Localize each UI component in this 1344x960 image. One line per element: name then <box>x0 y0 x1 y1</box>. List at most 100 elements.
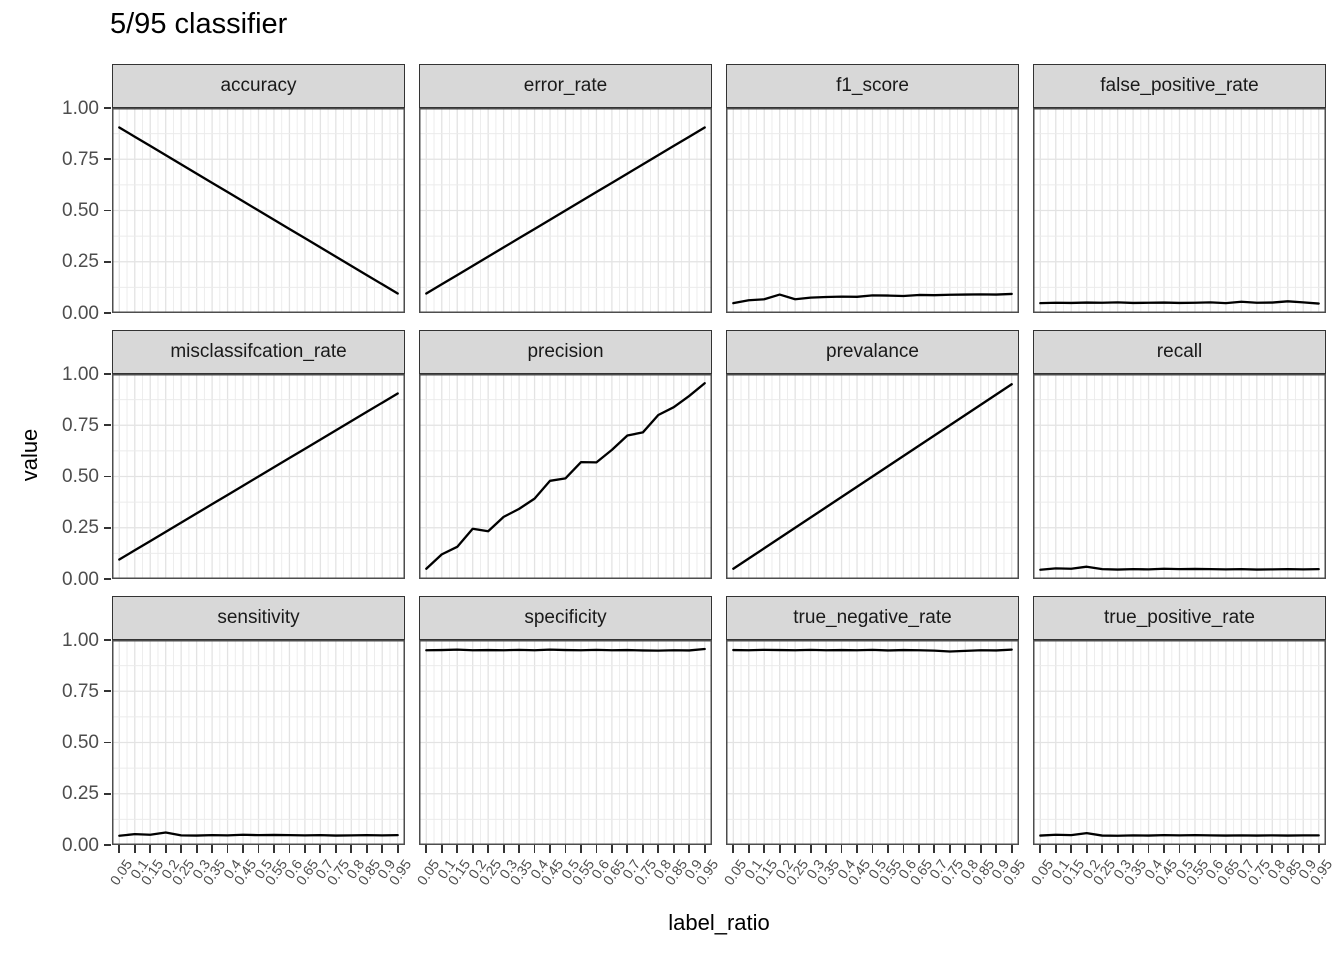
y-tick-mark <box>104 475 111 478</box>
x-tick-mark <box>1240 845 1243 853</box>
x-tick-mark <box>304 845 306 853</box>
y-tick-label: 0.00 <box>62 568 99 590</box>
series-prevalance <box>732 383 1013 570</box>
facet-panel-precision <box>419 373 712 580</box>
x-tick-mark <box>747 845 750 853</box>
x-tick-mark <box>611 845 613 853</box>
x-tick-mark <box>732 845 735 853</box>
facet-strip-accuracy: accuracy <box>112 64 405 108</box>
y-tick-mark <box>104 107 111 109</box>
x-tick-mark <box>1116 845 1119 853</box>
facet-panel-misclassifcation_rate <box>112 373 405 580</box>
x-tick-mark <box>794 845 797 853</box>
facet-strip-precision: precision <box>419 330 712 374</box>
x-tick-mark <box>164 845 167 853</box>
x-tick-mark <box>1271 845 1274 853</box>
facet-panel-true_positive_rate <box>1033 639 1326 846</box>
y-tick-mark <box>104 526 111 529</box>
x-tick-mark <box>933 845 936 853</box>
x-tick-mark <box>979 845 982 853</box>
x-tick-mark <box>1286 845 1289 853</box>
y-tick-label: 0.25 <box>62 783 99 805</box>
y-tick-mark <box>104 158 111 161</box>
facet-strip-label: true_negative_rate <box>793 607 952 628</box>
x-tick-mark <box>350 845 353 853</box>
facet-strip-label: specificity <box>524 607 607 628</box>
facet-strip-true_negative_rate: true_negative_rate <box>726 596 1019 640</box>
y-tick-mark <box>104 690 111 693</box>
y-tick-mark <box>104 260 111 263</box>
y-tick-label: 1.00 <box>62 363 99 385</box>
x-tick-mark <box>595 845 598 853</box>
y-tick-mark <box>104 639 111 641</box>
facet-strip-misclassifcation_rate: misclassifcation_rate <box>112 330 405 374</box>
x-tick-mark <box>334 845 337 853</box>
facet-panel-accuracy <box>112 107 405 314</box>
facet-line-chart <box>1033 639 1326 846</box>
x-tick-mark <box>133 845 136 853</box>
y-tick-label: 0.00 <box>62 834 99 856</box>
facet-strip-label: true_positive_rate <box>1103 607 1256 628</box>
facet-strip-error_rate: error_rate <box>419 64 712 108</box>
facet-panel-recall <box>1033 373 1326 580</box>
y-tick-mark <box>104 424 111 427</box>
x-tick-mark <box>995 845 998 853</box>
facet-panel-prevalance <box>726 373 1019 580</box>
x-tick-mark <box>319 845 322 853</box>
facet-strip-specificity: specificity <box>419 596 712 640</box>
x-tick-mark <box>1054 845 1057 853</box>
x-tick-mark <box>118 845 121 853</box>
facet-panel-error_rate <box>419 107 712 314</box>
y-tick-label: 0.50 <box>62 466 99 487</box>
x-tick-mark <box>1010 845 1013 853</box>
x-tick-mark <box>195 845 198 853</box>
series-accuracy <box>118 126 399 295</box>
x-tick-mark <box>365 845 368 853</box>
x-tick-mark <box>887 845 889 853</box>
facet-line-chart <box>419 639 712 846</box>
facet-line-chart <box>419 107 712 314</box>
x-tick-mark <box>1178 845 1181 853</box>
y-tick-mark <box>104 209 111 212</box>
x-tick-mark <box>257 845 260 853</box>
x-tick-mark <box>1132 845 1134 853</box>
x-tick-mark <box>471 845 474 853</box>
facet-line-chart <box>1033 107 1326 314</box>
x-tick-mark <box>825 845 827 853</box>
facet-strip-true_positive_rate: true_positive_rate <box>1033 596 1326 640</box>
y-tick-label: 0.50 <box>62 200 99 221</box>
facet-line-chart <box>726 107 1019 314</box>
x-tick-mark <box>688 845 691 853</box>
series-misclassifcation_rate <box>118 392 399 561</box>
x-tick-mark <box>487 845 490 853</box>
facet-strip-sensitivity: sensitivity <box>112 596 405 640</box>
x-tick-mark <box>211 845 213 853</box>
x-tick-mark <box>657 845 660 853</box>
y-tick-label: 1.00 <box>62 629 99 651</box>
x-tick-mark <box>149 845 152 853</box>
x-tick-mark <box>580 845 582 853</box>
x-tick-mark <box>703 845 706 853</box>
facet-strip-label: error_rate <box>523 75 608 96</box>
y-tick-label: 0.75 <box>62 148 99 170</box>
x-tick-mark <box>564 845 567 853</box>
x-tick-mark <box>856 845 858 853</box>
facet-strip-label: accuracy <box>220 75 297 96</box>
x-tick-mark <box>1255 845 1258 853</box>
facet-panel-f1_score <box>726 107 1019 314</box>
x-tick-mark <box>425 845 428 853</box>
series-true_positive_rate <box>1039 831 1320 837</box>
x-tick-mark <box>1147 845 1150 853</box>
x-tick-mark <box>456 845 459 853</box>
x-tick-mark <box>273 845 275 853</box>
x-tick-mark <box>1302 845 1305 853</box>
facet-strip-f1_score: f1_score <box>726 64 1019 108</box>
facet-line-chart <box>112 107 405 314</box>
y-tick-label: 0.25 <box>62 251 99 273</box>
y-tick-label: 1.00 <box>62 97 99 119</box>
facet-strip-label: sensitivity <box>217 607 300 628</box>
x-tick-mark <box>1101 845 1104 853</box>
x-tick-mark <box>626 845 629 853</box>
x-tick-mark <box>242 845 244 853</box>
